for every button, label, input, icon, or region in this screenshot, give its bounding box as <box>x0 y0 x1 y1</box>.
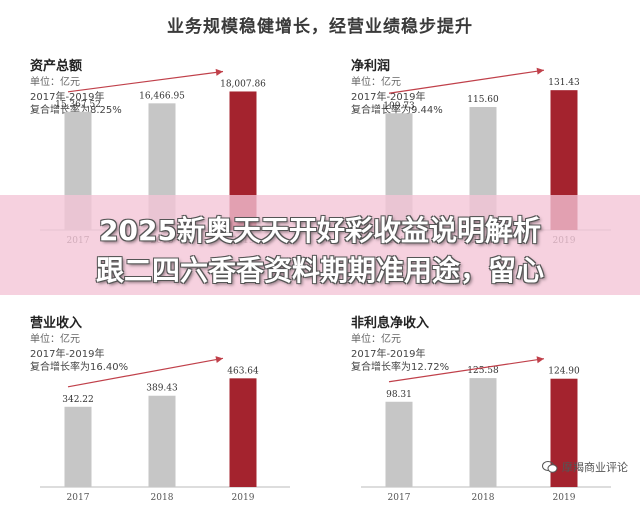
panel-title: 非利息净收入 <box>351 316 430 331</box>
bar-2018 <box>148 395 176 487</box>
growth-arrow-line <box>67 357 224 388</box>
data-label: 18,007.86 <box>220 79 266 89</box>
bar-2018 <box>469 378 497 487</box>
data-label: 125.58 <box>467 366 499 376</box>
panel-title: 营业收入 <box>30 316 83 331</box>
data-label: 109.73 <box>383 101 415 111</box>
data-label: 15,367.52 <box>55 100 101 110</box>
panel-growth: 复合增长率为8.25% <box>30 105 122 116</box>
wechat-icon <box>542 461 558 473</box>
panel-non-interest-income: 非利息净收入 单位：亿元 2017年-2019年 复合增长率为12.72% 98… <box>343 312 640 522</box>
panel-title: 资产总额 <box>30 59 83 74</box>
data-label: 124.90 <box>548 367 580 377</box>
panel-period: 2017年-2019年 <box>30 92 105 103</box>
growth-arrow-head <box>215 356 223 364</box>
panel-unit: 单位：亿元 <box>351 334 401 345</box>
panel-growth: 复合增长率为16.40% <box>30 362 129 373</box>
growth-arrow-line <box>388 69 545 94</box>
growth-arrow-line <box>67 70 224 93</box>
page-title: 业务规模稳健增长，经营业绩稳步提升 <box>167 17 473 37</box>
overlay-line-1: 2025新奥天天开好彩收益说明解析 <box>99 214 541 247</box>
panel-period: 2017年-2019年 <box>351 92 426 103</box>
panel-unit: 单位：亿元 <box>30 77 80 88</box>
data-label: 342.22 <box>62 395 94 405</box>
bar-2017 <box>64 406 92 487</box>
promo-overlay-banner: 2025新奥天天开好彩收益说明解析 跟二四六香香资料期期准用途，留心 <box>0 195 640 295</box>
bar-2019 <box>229 378 257 487</box>
watermark-text: 摩羯商业评论 <box>562 461 628 474</box>
growth-arrow-head <box>536 356 544 364</box>
data-label: 131.43 <box>548 78 580 88</box>
panel-title: 净利润 <box>351 59 391 74</box>
watermark: 摩羯商业评论 <box>542 459 628 475</box>
overlay-line-2: 跟二四六香香资料期期准用途，留心 <box>95 254 544 287</box>
data-label: 389.43 <box>146 384 178 394</box>
data-label: 463.64 <box>227 366 259 376</box>
panel-period: 2017年-2019年 <box>30 349 105 360</box>
data-label: 16,466.95 <box>139 91 185 101</box>
panel-operating-income: 营业收入 单位：亿元 2017年-2019年 复合增长率为16.40% 342.… <box>22 312 322 522</box>
growth-arrow-line <box>388 358 545 383</box>
growth-arrow-head <box>215 68 223 76</box>
panel-growth: 复合增长率为9.44% <box>351 105 443 116</box>
growth-arrow-head <box>536 67 544 75</box>
panel-unit: 单位：亿元 <box>30 334 80 345</box>
data-label: 115.60 <box>467 95 499 105</box>
data-label: 98.31 <box>386 390 412 400</box>
panel-growth: 复合增长率为12.72% <box>351 362 450 373</box>
bar-2017 <box>385 401 413 487</box>
panel-period: 2017年-2019年 <box>351 349 426 360</box>
panel-unit: 单位：亿元 <box>351 77 401 88</box>
